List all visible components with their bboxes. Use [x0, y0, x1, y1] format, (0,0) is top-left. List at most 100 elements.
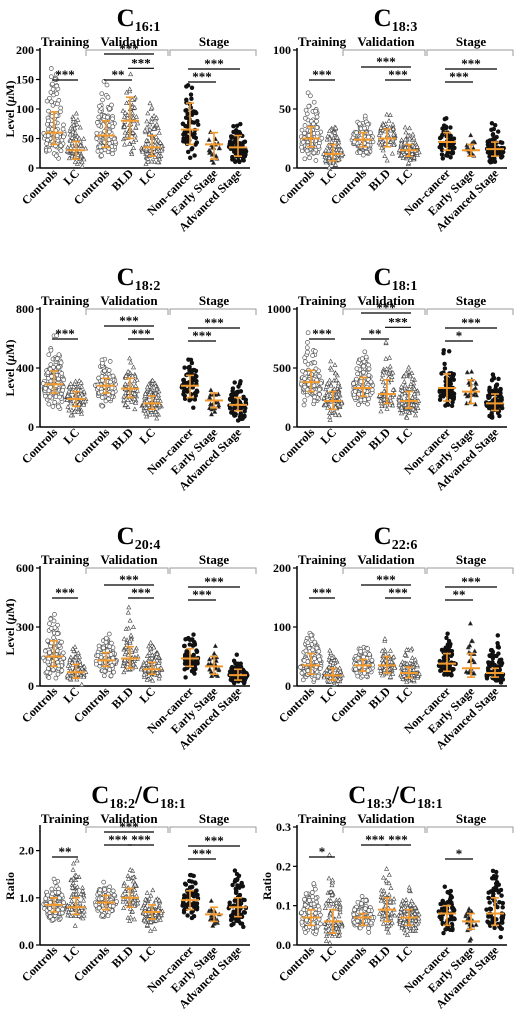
data-point [339, 400, 345, 406]
data-point [102, 668, 108, 674]
data-point [378, 130, 384, 135]
data-point [112, 139, 118, 145]
chart-panel-3: C18:2 Training Validation Stage 0 400 800 Level… [0, 259, 257, 518]
category-label: Controls [276, 684, 318, 726]
title-second: C [142, 782, 160, 809]
data-point [182, 881, 188, 887]
data-point [50, 667, 56, 673]
data-point [45, 370, 51, 375]
data-point [369, 657, 375, 663]
data-point [336, 913, 342, 919]
data-point [334, 393, 340, 399]
data-point [354, 130, 359, 135]
data-point [80, 915, 86, 921]
data-point [189, 637, 194, 642]
data-point [406, 410, 412, 415]
category-label: LC [60, 943, 82, 965]
data-point [311, 99, 317, 105]
data-point [70, 646, 76, 651]
data-point [464, 369, 470, 375]
data-point [387, 647, 393, 653]
data-point [329, 138, 335, 144]
data-point [44, 121, 50, 127]
data-point [379, 139, 385, 145]
data-point [79, 665, 85, 671]
data-point [156, 672, 163, 678]
chart-title: C18:2/C18:1 [91, 782, 185, 812]
data-point [388, 674, 394, 679]
data-point [212, 409, 218, 414]
data-point [43, 896, 49, 901]
data-point [334, 134, 340, 140]
data-point [122, 141, 128, 147]
data-point [444, 116, 449, 121]
data-point [188, 92, 194, 97]
group-label: Training [298, 34, 347, 49]
data-point [207, 148, 213, 154]
data-point [377, 392, 383, 398]
group-label: Stage [199, 34, 230, 49]
data-point [191, 900, 197, 906]
group-label: Training [298, 293, 347, 308]
data-point [138, 666, 144, 672]
data-point [464, 393, 470, 399]
data-point [77, 124, 83, 130]
data-point [53, 675, 59, 681]
significance-label: *** [119, 41, 139, 56]
data-point [69, 901, 75, 907]
data-point [66, 384, 72, 390]
data-point [302, 115, 308, 121]
data-point [353, 666, 359, 672]
data-point [232, 380, 237, 385]
data-point [153, 114, 160, 120]
data-point [362, 397, 368, 402]
data-point [125, 368, 131, 374]
group-bracket [342, 826, 426, 833]
data-point [182, 388, 187, 393]
data-point [186, 365, 191, 370]
data-point [415, 405, 421, 410]
data-point [412, 656, 418, 662]
data-point [65, 393, 71, 398]
data-point [190, 668, 196, 674]
data-point [362, 349, 368, 355]
data-point [306, 103, 312, 109]
data-point [69, 134, 75, 140]
data-point [489, 404, 495, 409]
data-point [335, 382, 341, 388]
series-points [437, 348, 457, 409]
data-point [363, 354, 369, 360]
data-point [328, 650, 334, 655]
data-point [401, 664, 407, 670]
data-point [492, 122, 498, 128]
data-point [355, 673, 361, 679]
data-point [106, 129, 112, 135]
data-point [241, 909, 247, 915]
data-point [74, 121, 80, 127]
data-point [101, 673, 107, 679]
category-label: BLD [109, 684, 137, 712]
data-point [49, 99, 54, 105]
data-point [82, 398, 88, 404]
data-point [233, 137, 238, 143]
data-point [73, 110, 79, 116]
data-point [147, 927, 154, 933]
data-point [147, 389, 153, 395]
data-point [110, 390, 116, 396]
data-point [44, 669, 50, 675]
category-label: LC [317, 425, 339, 447]
data-point [151, 113, 157, 118]
data-point [48, 616, 54, 622]
data-point [399, 391, 405, 397]
category-label: LC [136, 943, 158, 965]
data-point [99, 153, 104, 158]
data-point [145, 110, 151, 116]
data-point [317, 657, 322, 663]
data-point [438, 393, 443, 399]
data-point [45, 133, 51, 139]
data-point [130, 145, 137, 150]
data-point [77, 658, 83, 664]
data-point [50, 86, 56, 92]
significance-label: ** [369, 326, 382, 341]
